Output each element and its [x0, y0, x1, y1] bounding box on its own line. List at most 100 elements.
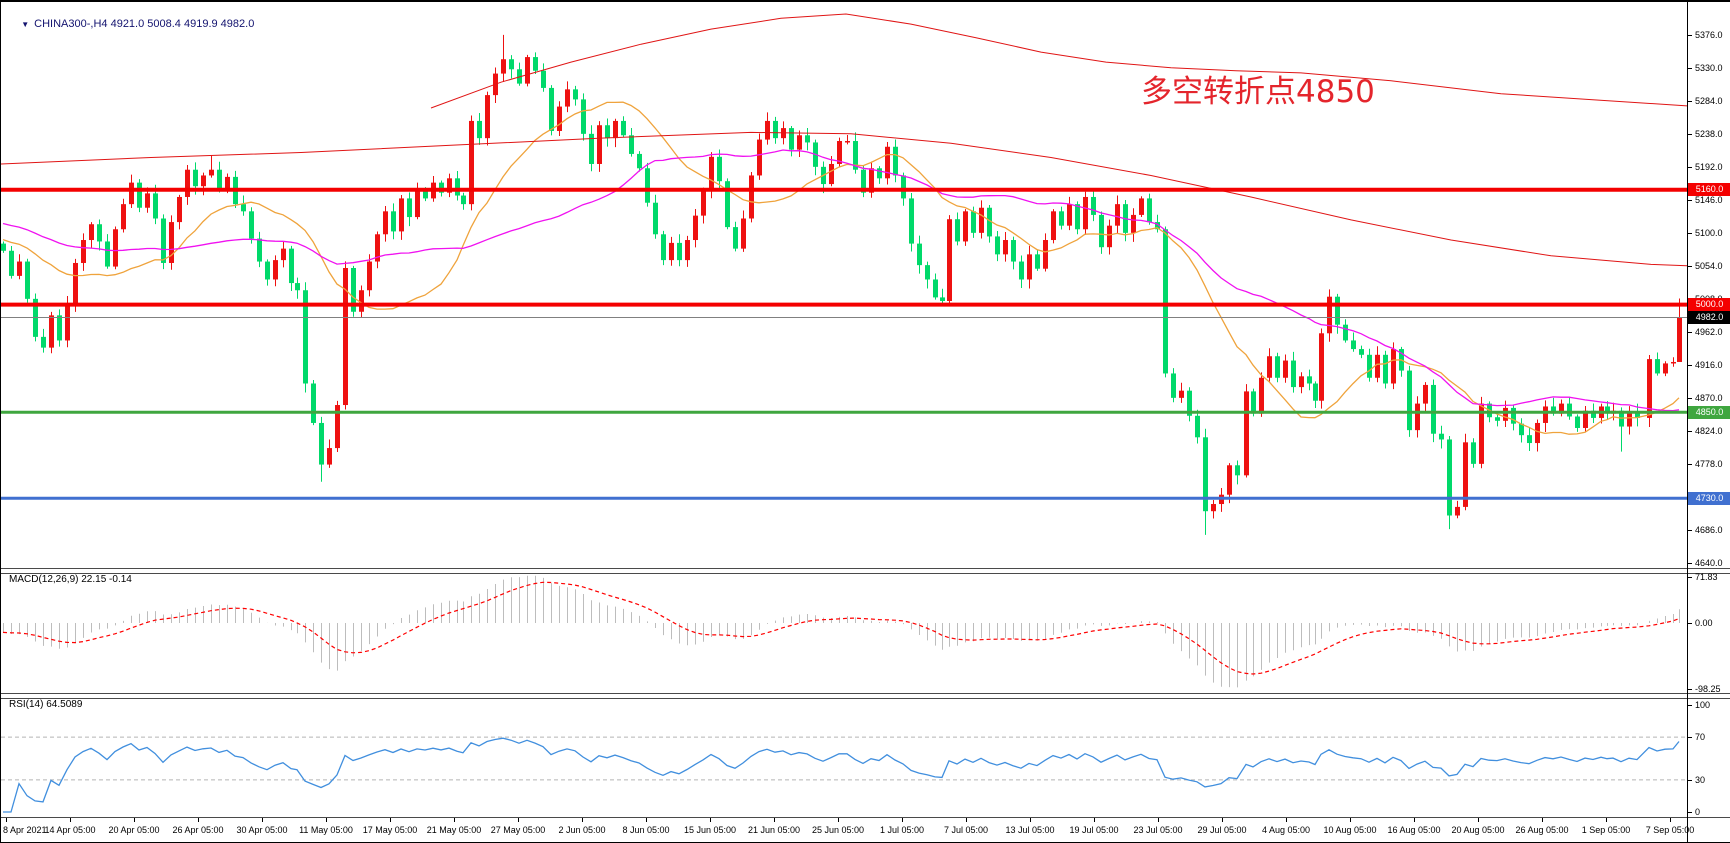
price-tick-label: 5146.0 — [1695, 194, 1723, 205]
price-tick-label: 4778.0 — [1695, 458, 1723, 469]
time-tick-label: 7 Sep 05:00 — [1645, 825, 1695, 835]
time-tick-label: 2 Jun 05:00 — [558, 825, 606, 835]
ma-line-fast[interactable] — [2, 101, 1680, 435]
time-tick — [1670, 818, 1671, 822]
price-tick — [1688, 166, 1692, 168]
rsi-panel-label: RSI(14) 64.5089 — [9, 699, 83, 710]
price-tick-label: 4686.0 — [1695, 524, 1723, 535]
rsi-axis-tick — [1688, 780, 1692, 781]
rsi-axis-label: 30 — [1695, 775, 1706, 785]
horizontal-level-lines[interactable] — [1, 187, 1687, 500]
price-tick-label: 5284.0 — [1695, 95, 1723, 106]
macd-axis-label: -98.25 — [1695, 684, 1721, 694]
time-tick — [1350, 818, 1351, 822]
time-tick-label: 19 Jul 05:00 — [1069, 825, 1119, 835]
price-badge-5160.0: 5160.0 — [1688, 183, 1730, 197]
price-tick — [1688, 133, 1692, 135]
time-tick — [838, 818, 839, 822]
time-tick — [582, 818, 583, 822]
price-tick — [1688, 562, 1692, 564]
time-tick — [70, 818, 71, 822]
rsi-line — [3, 737, 1680, 813]
time-tick-label: 1 Jul 05:00 — [879, 825, 925, 835]
time-tick — [1414, 818, 1415, 822]
symbol-header: ▼ CHINA300-,H4 4921.0 5008.4 4919.9 4982.… — [9, 6, 254, 42]
time-axis[interactable]: 8 Apr 2021 14 Apr 05:00 20 Apr 05:00 26 Apr… — [1, 817, 1730, 843]
time-tick-label: 26 Aug 05:00 — [1515, 825, 1569, 835]
time-tick-label: 20 Aug 05:00 — [1451, 825, 1505, 835]
time-tick — [326, 818, 327, 822]
time-tick — [710, 818, 711, 822]
price-tick — [1688, 199, 1692, 201]
time-tick — [1158, 818, 1159, 822]
price-tick — [1688, 67, 1692, 69]
time-tick-label: 4 Aug 05:00 — [1261, 825, 1311, 835]
time-tick-label: 1 Sep 05:00 — [1581, 825, 1631, 835]
panel-separator[interactable] — [1, 693, 1730, 699]
rsi-axis-tick — [1688, 812, 1692, 813]
symbol-dropdown-icon[interactable]: ▼ — [21, 20, 30, 29]
price-tick — [1688, 397, 1692, 399]
price-tick-label: 4870.0 — [1695, 392, 1723, 403]
time-tick-label: 23 Jul 05:00 — [1133, 825, 1183, 835]
price-tick-label: 4916.0 — [1695, 359, 1723, 370]
price-tick — [1688, 232, 1692, 234]
price-axis-border — [1687, 2, 1688, 843]
rsi-axis-label: 70 — [1695, 732, 1706, 742]
time-tick-label: 21 May 05:00 — [426, 825, 482, 835]
time-tick — [134, 818, 135, 822]
macd-axis-label: 0.00 — [1695, 618, 1713, 628]
slow-red-ma[interactable] — [1, 131, 1687, 267]
time-tick — [1094, 818, 1095, 822]
macd-signal-line — [2, 581, 1680, 675]
rsi-indicator-panel[interactable] — [1, 698, 1687, 815]
rsi-axis-label: 0 — [1695, 807, 1701, 817]
price-badge-4730.0: 4730.0 — [1688, 491, 1730, 505]
macd-axis-tick — [1688, 623, 1692, 624]
time-tick — [1606, 818, 1607, 822]
macd-panel-label: MACD(12,26,9) 22.15 -0.14 — [9, 574, 132, 585]
symbol-ohlc-values: 4921.0 5008.4 4919.9 4982.0 — [110, 18, 255, 30]
price-tick — [1688, 265, 1692, 267]
price-badge-4982.0: 4982.0 — [1688, 311, 1730, 324]
time-tick — [518, 818, 519, 822]
time-tick — [1286, 818, 1287, 822]
time-tick-label: 8 Jun 05:00 — [622, 825, 670, 835]
candlestick-chart[interactable] — [1, 2, 1687, 568]
macd-axis-label: 71.83 — [1695, 572, 1718, 582]
upper-red-band[interactable] — [430, 13, 1687, 109]
symbol-title: CHINA300-,H4 — [34, 18, 108, 30]
time-tick — [262, 818, 263, 822]
macd-indicator-panel[interactable] — [1, 573, 1687, 693]
time-tick — [454, 818, 455, 822]
macd-axis-tick — [1688, 689, 1692, 690]
price-tick — [1688, 430, 1692, 432]
time-tick — [390, 818, 391, 822]
time-tick — [1542, 818, 1543, 822]
time-tick-label: 21 Jun 05:00 — [747, 825, 801, 835]
price-tick — [1688, 364, 1692, 366]
chart-annotation-text[interactable]: 多空转折点4850 — [1141, 74, 1375, 110]
price-tick — [1688, 331, 1692, 333]
panel-separator[interactable] — [1, 568, 1730, 574]
time-tick — [6, 818, 7, 822]
price-tick-label: 5054.0 — [1695, 260, 1723, 271]
ma-line-mid[interactable] — [2, 149, 1680, 412]
price-tick-label: 5330.0 — [1695, 62, 1723, 73]
candlesticks — [1, 34, 1682, 535]
time-tick-label: 10 Aug 05:00 — [1323, 825, 1377, 835]
time-tick-label: 11 May 05:00 — [299, 825, 353, 835]
time-tick-label: 29 Jul 05:00 — [1197, 825, 1247, 835]
price-tick — [1688, 529, 1692, 531]
price-tick-label: 5238.0 — [1695, 128, 1723, 139]
macd-axis-tick — [1688, 577, 1692, 578]
price-tick-label: 5192.0 — [1695, 161, 1723, 172]
price-badge-5000.0: 5000.0 — [1688, 298, 1730, 312]
price-tick-label: 4640.0 — [1695, 557, 1723, 568]
time-tick-label: 20 Apr 05:00 — [108, 825, 160, 835]
price-tick-label: 5100.0 — [1695, 227, 1723, 238]
time-tick — [1030, 818, 1031, 822]
time-tick-label: 17 May 05:00 — [362, 825, 418, 835]
time-tick-label: 15 Jun 05:00 — [683, 825, 737, 835]
